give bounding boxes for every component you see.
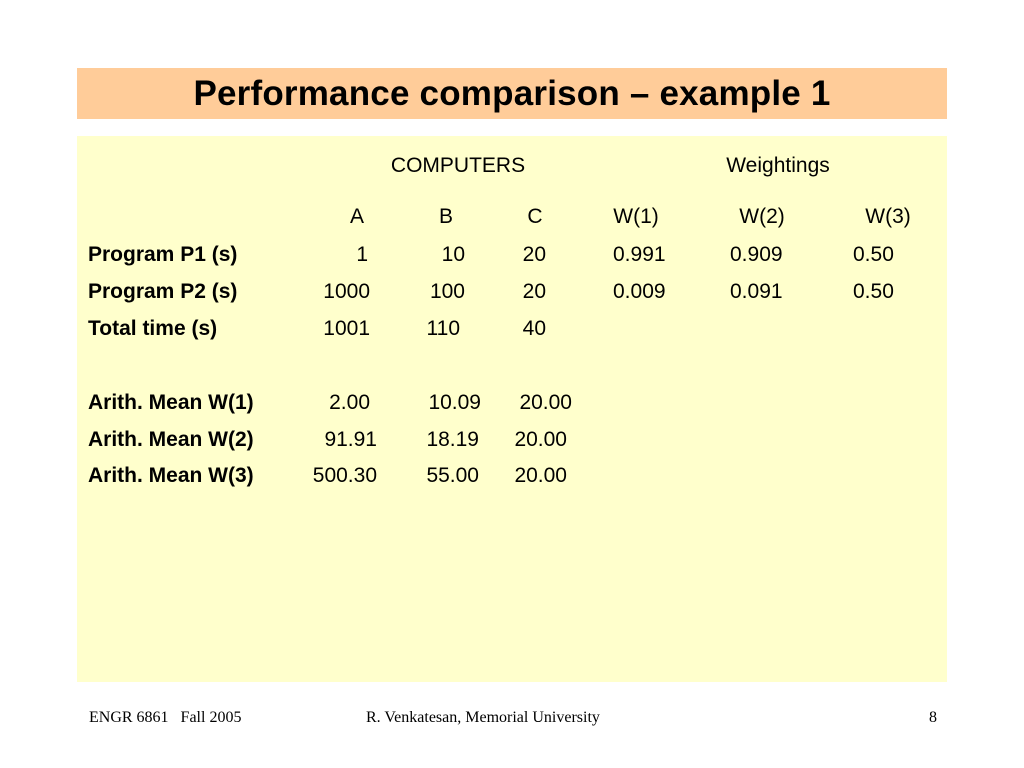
footer-author: R. Venkatesan, Memorial University [366,709,600,726]
cell-p1-w3: 0.50 [853,243,894,266]
header-computers: COMPUTERS [390,154,526,177]
col-header-w2: W(2) [739,205,785,228]
col-header-a: A [349,205,365,228]
header-weightings: Weightings [726,154,830,177]
slide-title: Performance comparison – example 1 [193,73,831,113]
cell-am-w3-c: 20.00 [514,464,567,487]
cell-p1-a: 1 [356,243,368,266]
row-label-am-w2: Arith. Mean W(2) [88,428,254,451]
col-header-c: C [527,205,543,228]
title-bar: Performance comparison – example 1 [77,68,947,119]
cell-total-c: 40 [522,317,546,340]
cell-p2-w2: 0.091 [730,280,783,303]
footer-course: ENGR 6861 Fall 2005 [89,709,242,726]
col-header-b: B [438,205,454,228]
row-label-am-w1: Arith. Mean W(1) [88,391,254,414]
cell-p1-w2: 0.909 [730,243,783,266]
cell-am-w2-b: 18.19 [426,428,479,451]
footer-page-number: 8 [929,709,937,726]
row-label-p2: Program P2 (s) [88,280,238,303]
cell-p2-w1: 0.009 [613,280,666,303]
cell-am-w2-c: 20.00 [514,428,567,451]
cell-p1-w1: 0.991 [613,243,666,266]
cell-am-w1-c: 20.00 [519,391,572,414]
col-header-w1: W(1) [613,205,659,228]
row-label-p1: Program P1 (s) [88,243,238,266]
cell-am-w3-b: 55.00 [426,464,479,487]
cell-p1-b: 10 [441,243,465,266]
row-label-total: Total time (s) [88,317,218,340]
cell-total-a: 1001 [323,317,370,340]
content-box [77,136,947,682]
cell-p2-a: 1000 [323,280,370,303]
cell-am-w1-a: 2.00 [329,391,370,414]
col-header-w3: W(3) [865,205,911,228]
cell-total-b: 110 [426,317,460,340]
cell-p2-c: 20 [522,280,546,303]
cell-p1-c: 20 [522,243,546,266]
cell-p2-b: 100 [429,280,465,303]
row-label-am-w3: Arith. Mean W(3) [88,464,254,487]
cell-am-w1-b: 10.09 [428,391,481,414]
cell-p2-w3: 0.50 [853,280,894,303]
cell-am-w2-a: 91.91 [324,428,377,451]
cell-am-w3-a: 500.30 [312,464,377,487]
